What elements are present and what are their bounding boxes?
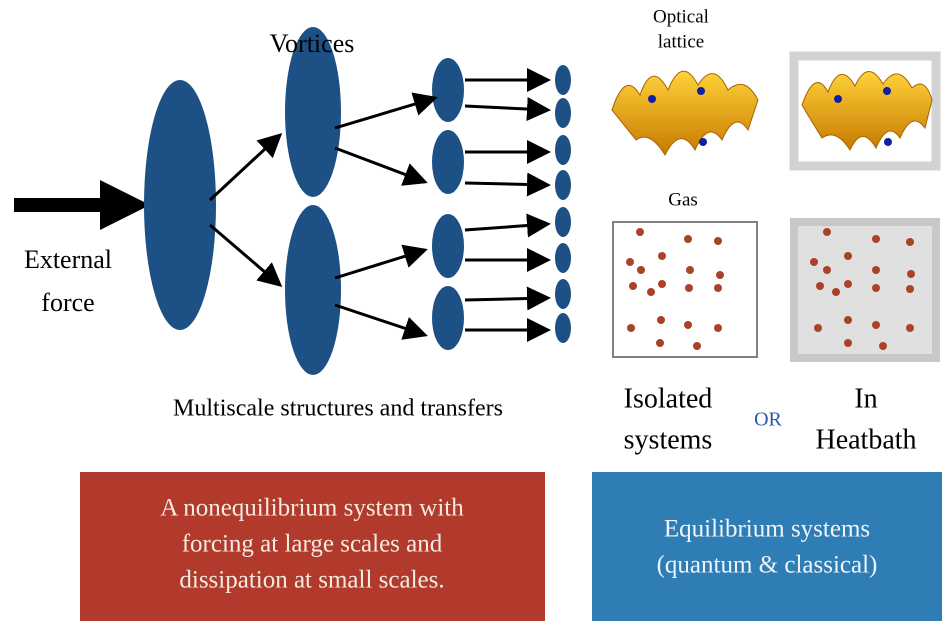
multiscale-label: Multiscale structures and transfers xyxy=(173,396,503,422)
nonequilibrium-box xyxy=(80,472,545,621)
vortices-label: Vortices xyxy=(270,29,355,58)
vortex-cascade xyxy=(144,27,571,375)
lattice-label: Optical xyxy=(653,6,709,27)
box-text: A nonequilibrium system with xyxy=(160,495,464,522)
optical-lattice-image xyxy=(611,70,759,157)
gas-box xyxy=(612,221,758,358)
heatbath-label: In xyxy=(854,383,877,414)
box-text: forcing at large scales and xyxy=(182,531,443,558)
heatbath-gas-box xyxy=(790,218,940,362)
box-text: (quantum & classical) xyxy=(657,552,878,579)
lattice-label: lattice xyxy=(658,31,704,52)
or-label: OR xyxy=(754,409,782,431)
box-text: dissipation at small scales. xyxy=(179,567,444,594)
box-text: Equilibrium systems xyxy=(664,516,870,543)
heatbath-lattice-image xyxy=(789,51,941,171)
gas-label: Gas xyxy=(668,189,698,210)
heatbath-label: Heatbath xyxy=(815,424,916,455)
isolated-label: Isolated xyxy=(624,383,713,414)
force-label: force xyxy=(41,288,94,317)
force-arrow xyxy=(14,180,150,230)
force-label: External xyxy=(24,245,112,274)
isolated-label: systems xyxy=(624,424,713,455)
transfer-arrows xyxy=(208,68,551,342)
equilibrium-box xyxy=(592,472,942,621)
